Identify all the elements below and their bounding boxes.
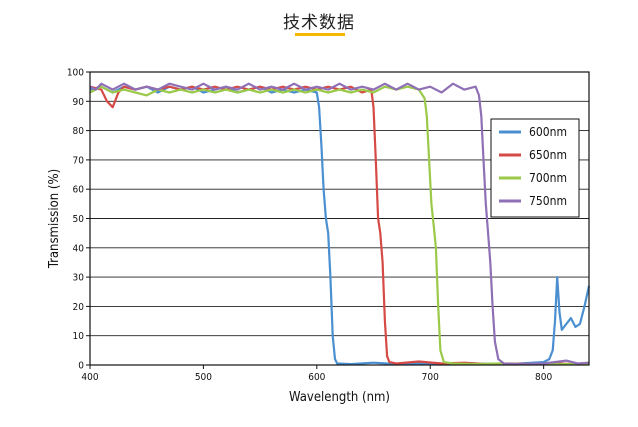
legend-label-600nm: 600nm xyxy=(529,125,567,139)
legend-label-650nm: 650nm xyxy=(529,148,567,162)
y-tick-label-70: 70 xyxy=(73,155,85,166)
y-tick-label-30: 30 xyxy=(73,273,85,284)
y-tick-label-80: 80 xyxy=(73,126,85,137)
x-tick-label-400: 400 xyxy=(81,372,98,383)
x-tick-label-600: 600 xyxy=(308,372,325,383)
y-tick-label-90: 90 xyxy=(73,97,85,108)
y-tick-label-10: 10 xyxy=(73,331,85,342)
y-axis-title: Transmission (%) xyxy=(47,169,62,269)
legend-label-700nm: 700nm xyxy=(529,171,567,185)
y-tick-label-40: 40 xyxy=(73,243,85,254)
series-line-750nm xyxy=(89,82,590,366)
y-tick-label-60: 60 xyxy=(73,185,85,196)
title-underline xyxy=(295,33,345,36)
x-tick-label-700: 700 xyxy=(422,372,439,383)
page-title: 技术数据 xyxy=(283,13,355,33)
x-tick-label-800: 800 xyxy=(535,372,552,383)
series-lines xyxy=(89,82,591,366)
y-tick-label-0: 0 xyxy=(78,361,84,372)
legend: 600nm 650nm 700nm 750nm xyxy=(490,118,580,218)
y-tick-label-100: 100 xyxy=(67,68,84,79)
axis-ticks: 0 10 20 30 40 50 60 70 80 90 100 400 500 600 700 800 xyxy=(67,68,553,384)
x-tick-label-500: 500 xyxy=(195,372,212,383)
legend-label-750nm: 750nm xyxy=(529,194,567,208)
x-axis-title: Wavelength (nm) xyxy=(289,390,390,405)
y-tick-label-20: 20 xyxy=(73,302,85,313)
series-line-700nm xyxy=(89,85,590,366)
y-tick-label-50: 50 xyxy=(73,214,85,225)
